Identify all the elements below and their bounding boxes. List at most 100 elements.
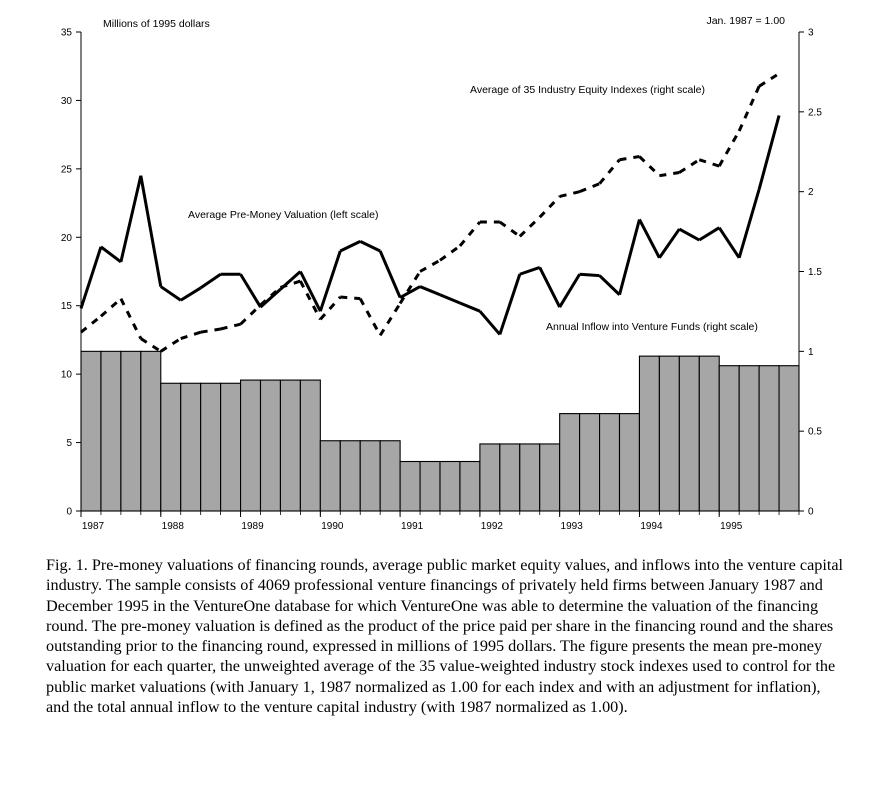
equity-segment-6 (200, 327, 221, 334)
right-tick-label-2: 2 (808, 187, 814, 198)
inflow-bars (80, 350, 800, 512)
equity-segment-0 (80, 315, 102, 334)
x-tick-label-1992: 1992 (481, 521, 504, 532)
inflow-bar-1994-q1 (638, 355, 660, 512)
inflow-bar-1990-q2 (339, 440, 361, 512)
valuation-segment-27 (618, 219, 641, 296)
lines (79, 72, 781, 353)
equity-segment-15 (378, 302, 402, 337)
inflow-bar-1988-q4 (220, 382, 242, 512)
inflow-bar-1990-q3 (359, 440, 381, 512)
equity-segment-14 (358, 297, 382, 337)
valuation-segment-23 (538, 266, 562, 308)
left-tick-label-5: 5 (66, 438, 72, 449)
valuation-segment-14 (359, 240, 381, 253)
valuation-segment-6 (199, 273, 222, 290)
valuation-segment-30 (678, 227, 700, 242)
inflow-bar-1988-q3 (200, 382, 222, 512)
valuation-segment-11 (299, 270, 322, 312)
inflow-bar-1990-q4 (379, 440, 401, 512)
inflow-bar-1993-q4 (618, 413, 640, 512)
inflow-bar-1995-q1 (718, 365, 740, 512)
valuation-segment-28 (638, 218, 661, 259)
left-tick-label-15: 15 (61, 301, 73, 312)
valuation-segment-12 (318, 250, 342, 312)
left-tick-label-20: 20 (61, 233, 73, 244)
equity-segment-21 (498, 220, 521, 238)
x-tick-label-1994: 1994 (640, 521, 663, 532)
equity-segment-18 (439, 244, 461, 262)
left-tick-label-25: 25 (61, 164, 73, 175)
equity-segment-17 (419, 259, 441, 273)
inflow-bar-1992-q2 (499, 443, 521, 512)
valuation-segment-2 (119, 175, 143, 263)
equity-segment-13 (340, 295, 361, 301)
inflow-bar-1989-q4 (299, 379, 321, 512)
equity-segment-12 (319, 296, 342, 321)
equity-segment-27 (619, 155, 640, 162)
left-tick-label-35: 35 (61, 28, 73, 39)
inflow-bar-1991-q3 (439, 460, 461, 512)
equity-segment-29 (659, 171, 680, 178)
equity-segment-9 (259, 286, 282, 307)
valuation-segment-32 (717, 226, 741, 259)
equity-segment-31 (698, 158, 720, 168)
equity-segment-28 (638, 155, 661, 177)
equity-segment-5 (180, 330, 202, 340)
inflow-bar-1993-q1 (559, 413, 581, 512)
inflow-bar-1990-q1 (319, 440, 341, 512)
valuation-segment-19 (459, 301, 481, 313)
equity-segment-1 (99, 297, 122, 318)
chart: 0 5 10 15 20 25 30 35 0 0.5 1 1.5 2 2.5 3 1987 1988 1989 1… (61, 15, 822, 532)
valuation-segment-33 (737, 188, 761, 259)
valuation-segment-5 (179, 286, 202, 302)
inflow-annotation: Annual Inflow into Venture Funds (right … (546, 321, 758, 333)
valuation-segment-8 (239, 273, 262, 308)
valuation-segment-3 (139, 175, 163, 287)
right-axis-label: Jan. 1987 = 1.00 (706, 15, 785, 27)
left-tick-label-0: 0 (66, 507, 72, 518)
equity-segment-26 (598, 158, 621, 185)
inflow-bar-1987-q4 (140, 350, 162, 512)
inflow-bar-1995-q3 (758, 365, 780, 512)
equity-annotation: Average of 35 Industry Equity Indexes (r… (470, 84, 705, 96)
equity-segment-33 (737, 85, 761, 132)
inflow-bar-1994-q3 (678, 355, 700, 512)
inflow-bar-1992-q3 (519, 443, 541, 512)
inflow-bar-1993-q3 (599, 413, 621, 512)
x-tick-label-1995: 1995 (720, 521, 743, 532)
x-tick-label-1991: 1991 (401, 521, 424, 532)
left-axis-label: Millions of 1995 dollars (103, 18, 210, 30)
equity-segment-22 (518, 216, 541, 238)
right-tick-label-1.5: 1.5 (808, 267, 822, 278)
inflow-bar-1994-q2 (658, 355, 680, 512)
inflow-bar-1988-q1 (160, 382, 182, 512)
inflow-bar-1991-q1 (399, 460, 421, 512)
valuation-segment-1 (100, 245, 122, 264)
equity-segment-24 (559, 190, 580, 198)
x-tick-label-1993: 1993 (561, 521, 584, 532)
equity-segment-7 (220, 322, 241, 331)
equity-segment-8 (239, 303, 262, 326)
valuation-segment-29 (658, 228, 681, 259)
equity-segment-11 (299, 280, 322, 321)
equity-segment-25 (579, 182, 601, 194)
valuation-segment-31 (698, 226, 721, 242)
right-tick-label-0.5: 0.5 (808, 427, 822, 438)
inflow-bar-1988-q2 (180, 382, 202, 512)
equity-segment-19 (458, 221, 482, 247)
equity-segment-30 (678, 158, 701, 174)
valuation-segment-22 (519, 265, 541, 276)
equity-segment-2 (119, 297, 143, 340)
inflow-bar-1987-q3 (120, 350, 142, 512)
inflow-bar-1995-q2 (738, 365, 760, 512)
x-tick-label-1987: 1987 (82, 521, 105, 532)
x-tick-label-1988: 1988 (162, 521, 185, 532)
figure-caption: Fig. 1. Pre-money valuations of financin… (46, 556, 844, 717)
inflow-bar-1991-q2 (419, 460, 441, 512)
inflow-bar-1989-q3 (279, 379, 301, 512)
x-tick-label-1990: 1990 (321, 521, 344, 532)
valuation-segment-16 (399, 285, 421, 299)
equity-segment-34 (758, 72, 780, 88)
inflow-bar-1994-q4 (698, 355, 720, 512)
